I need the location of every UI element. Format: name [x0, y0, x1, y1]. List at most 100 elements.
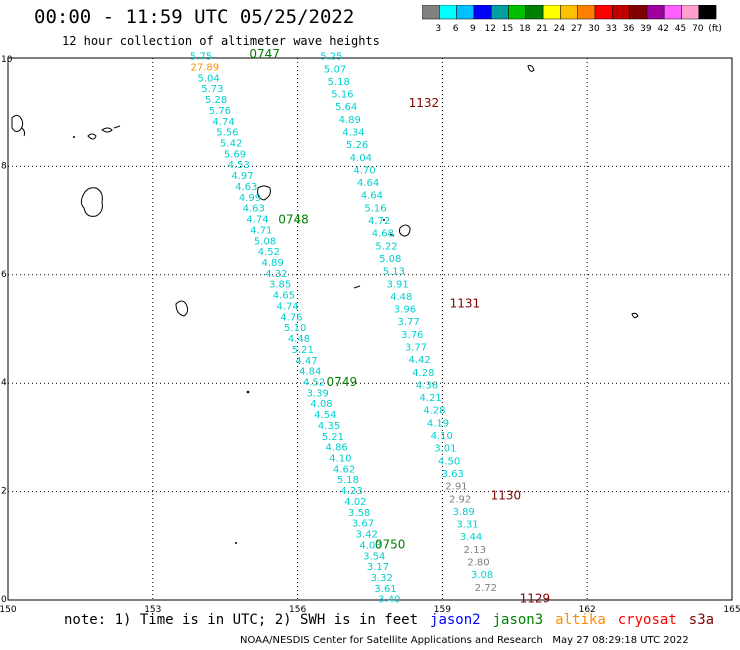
island-outline: [631, 312, 639, 319]
wave-height-value: 4.47: [295, 356, 317, 367]
island-outline: [353, 285, 361, 289]
colorbar-label: 6: [453, 24, 459, 33]
lat-tick-label: 4: [1, 378, 7, 388]
wave-height-value: 3.67: [352, 519, 374, 530]
wave-height-value: 27.89: [191, 62, 220, 73]
units-note: note: 1) Time is in UTC; 2) SWH is in fe…: [64, 612, 419, 628]
sat-s3a: s3a: [688, 612, 715, 628]
sat-altika: altika: [555, 612, 606, 628]
wave-height-value: 3.08: [471, 570, 493, 581]
colorbar-label: 12: [484, 24, 495, 33]
wave-height-value: 5.28: [205, 95, 227, 106]
colorbar-label: 21: [536, 24, 547, 33]
wave-height-value: 4.28: [423, 406, 445, 417]
wave-height-value: 4.10: [329, 454, 351, 465]
wave-height-value: 2.13: [464, 545, 486, 556]
wave-height-value: 4.04: [350, 153, 372, 164]
wave-height-value: 4.68: [372, 229, 394, 240]
wave-height-value: 3.39: [307, 388, 329, 399]
wave-height-value: 4.63: [235, 182, 257, 193]
wave-height-value: 5.73: [201, 84, 223, 95]
colorbar-label: 9: [470, 24, 476, 33]
wave-height-value: 5.75: [190, 52, 212, 63]
wave-height-value: 4.42: [409, 355, 431, 366]
lon-tick-label: 156: [289, 605, 306, 612]
sat-jason2: jason2: [430, 612, 481, 628]
wave-height-value: 4.03: [359, 540, 381, 551]
wave-height-value: 4.48: [288, 334, 310, 345]
colorbar-label: 36: [623, 24, 635, 33]
wave-height-value: 3.58: [348, 508, 370, 519]
wave-height-value: 3.42: [356, 530, 378, 541]
wave-height-value: 5.07: [324, 64, 346, 75]
colorbar-label: 45: [675, 24, 686, 33]
wave-height-value: 4.84: [299, 367, 321, 378]
wave-height-value: 3.40: [378, 595, 400, 606]
lat-tick-label: 10: [1, 55, 13, 65]
wave-height-value: 5.13: [383, 267, 405, 278]
wave-height-value: 4.62: [333, 464, 355, 475]
wave-height-value: 4.74: [277, 301, 299, 312]
wave-height-value: 2.91: [445, 482, 467, 493]
colorbar-label: 42: [657, 24, 668, 33]
lon-tick-label: 165: [723, 605, 740, 612]
island-outline: [21, 127, 26, 137]
colorbar-label: 24: [554, 24, 566, 33]
pass-time-label: 1130: [491, 489, 522, 503]
island-outline: [80, 187, 103, 217]
lat-tick-label: 0: [1, 595, 7, 605]
island-outline: [175, 300, 189, 317]
wave-height-value: 4.74: [246, 215, 268, 226]
island-outline: [87, 133, 97, 140]
wave-height-value: 2.80: [467, 557, 489, 568]
wave-height-value: 4.21: [420, 393, 442, 404]
colorbar-label: (ft): [708, 24, 722, 33]
wave-height-value: 4.97: [231, 171, 253, 182]
colorbar-label: 27: [571, 24, 582, 33]
wave-height-value: 4.35: [318, 421, 340, 432]
wave-height-value: 4.54: [314, 410, 336, 421]
wave-height-value: 2.72: [475, 583, 497, 594]
map-frame: [7, 57, 733, 601]
wave-height-value: 3.91: [386, 279, 408, 290]
lon-tick-label: 162: [579, 605, 596, 612]
colorbar-label: 30: [588, 24, 600, 33]
wave-height-value: 3.54: [363, 551, 385, 562]
wave-height-value: 4.86: [325, 443, 347, 454]
wave-height-value: 5.69: [224, 149, 246, 160]
pass-time-label: 0749: [327, 375, 358, 389]
wave-height-value: 4.34: [342, 128, 364, 139]
island-outline: [527, 65, 535, 72]
pass-time-label: 1129: [520, 592, 551, 606]
wave-height-value: 3.61: [374, 584, 396, 595]
lat-tick-label: 8: [1, 161, 7, 171]
wave-height-value: 4.76: [280, 312, 302, 323]
island-outline: [101, 127, 113, 133]
wave-height-value: 3.76: [401, 330, 423, 341]
wave-height-value: 4.52: [258, 247, 280, 258]
pass-time-label: 0750: [375, 538, 406, 552]
pass-time-label: 0747: [249, 47, 280, 61]
wave-height-value: 4.19: [427, 418, 449, 429]
wave-height-value: 5.16: [364, 203, 386, 214]
wave-height-value: 3.89: [453, 507, 475, 518]
wave-height-value: 4.50: [438, 456, 460, 467]
colorbar-swatch: [698, 5, 717, 20]
wave-height-value: 4.23: [341, 486, 363, 497]
wave-height-value: 4.64: [361, 191, 383, 202]
colorbar-label: 70: [692, 24, 704, 33]
wave-height-value: 4.32: [265, 269, 287, 280]
wave-height-value: 4.72: [368, 216, 390, 227]
wave-height-value: 4.99: [239, 193, 261, 204]
wave-height-value: 3.85: [269, 280, 291, 291]
island-outline: [257, 185, 271, 201]
wave-height-value: 4.70: [353, 165, 375, 176]
wave-height-value: 4.65: [273, 291, 295, 302]
colorbar-label: 15: [502, 24, 513, 33]
wave-height-value: 5.10: [284, 323, 306, 334]
sat-cryosat: cryosat: [617, 612, 677, 628]
wave-height-value: 5.04: [197, 73, 219, 84]
wave-height-value: 5.42: [220, 139, 242, 150]
credit-line: NOAA/NESDIS Center for Satellite Applica…: [240, 635, 689, 646]
sat-jason3: jason3: [492, 612, 544, 628]
